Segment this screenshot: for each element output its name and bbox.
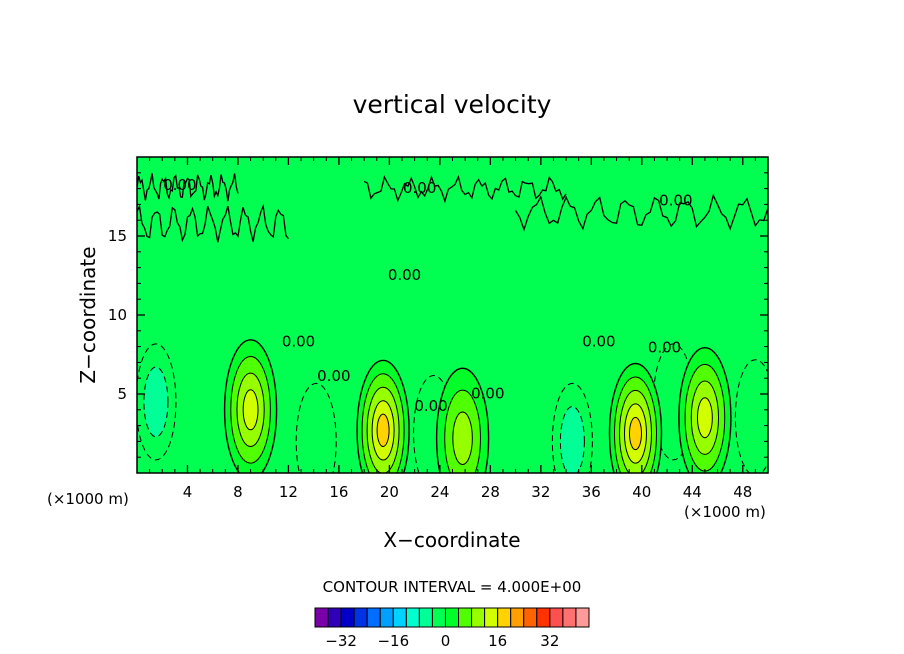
colorbar: −32 −16 0 16 32 <box>314 607 590 650</box>
colorbar-swatch <box>444 607 460 628</box>
plot-area: 0.00 0.000.000.000.000.000.000.000.00 0.00 <box>137 157 768 473</box>
contour-label: 0.00 <box>414 397 447 415</box>
downdraft-cell <box>551 382 593 473</box>
colorbar-swatch <box>327 607 342 628</box>
colorbar-swatch <box>497 607 512 628</box>
x-right-unit-label: (×1000 m) <box>684 503 766 521</box>
colorbar-swatch <box>431 607 446 628</box>
x-tick-label: 20 <box>380 483 399 501</box>
contour-label: 0.00 <box>388 266 421 284</box>
contour-label: 0.00 <box>317 367 350 385</box>
x-tick-label: 8 <box>233 483 243 501</box>
y-axis: 5 10 15 <box>108 172 768 458</box>
chart-title: vertical velocity <box>353 90 552 119</box>
contour-label: 0.00 <box>163 176 196 194</box>
colorbar-swatch <box>510 607 525 628</box>
colorbar-swatch <box>549 607 564 628</box>
updraft-cell <box>608 362 663 473</box>
contour-interval-label: CONTOUR INTERVAL = 4.000E+00 <box>323 578 582 596</box>
zero-contour <box>137 173 239 202</box>
x-tick-label: 48 <box>733 483 752 501</box>
downdraft-cell <box>734 359 768 473</box>
colorbar-swatch <box>366 607 381 628</box>
x-tick-label: 36 <box>582 483 601 501</box>
y-tick-label: 10 <box>108 306 127 324</box>
updraft-cell <box>356 359 410 473</box>
updraft-cell <box>678 347 732 473</box>
colorbar-swatch <box>484 607 499 628</box>
colorbar-swatch <box>458 607 473 628</box>
contour-label: 0.00 <box>659 192 692 210</box>
x-tick-label: 44 <box>683 483 702 501</box>
colorbar-swatch <box>340 607 355 628</box>
contour-label: 0.00 <box>403 179 436 197</box>
colorbar-swatch <box>405 607 420 628</box>
colorbar-tick-label: 32 <box>540 632 559 650</box>
colorbar-swatch <box>575 607 590 628</box>
x-axis-label: X−coordinate <box>383 528 520 552</box>
colorbar-tick-label: 0 <box>441 632 451 650</box>
updraft-cell <box>435 367 490 473</box>
contour-label: 0.00 <box>282 332 315 350</box>
colorbar-swatch <box>353 607 368 628</box>
y-tick-label: 15 <box>108 227 127 245</box>
contour-label: 0.00 <box>471 385 504 403</box>
colorbar-tick-label: −16 <box>377 632 409 650</box>
x-axis: 4 8 12 16 20 24 28 32 36 40 44 48 <box>149 157 756 501</box>
colorbar-swatch <box>392 607 407 628</box>
downdraft-cell <box>295 382 337 473</box>
contour-label: 0.00 <box>582 332 615 350</box>
zero-contour <box>363 174 567 204</box>
zero-contour <box>137 203 289 243</box>
colorbar-swatch <box>314 607 329 628</box>
zero-contour <box>515 193 768 232</box>
x-tick-label: 24 <box>430 483 449 501</box>
x-left-unit-label: (×1000 m) <box>47 490 129 508</box>
colorbar-swatch <box>562 607 577 628</box>
colorbar-swatch <box>471 607 486 628</box>
colorbar-swatch <box>418 607 433 628</box>
colorbar-tick-label: 16 <box>488 632 507 650</box>
x-tick-label: 4 <box>183 483 193 501</box>
contour-label: 0.00 <box>648 339 681 357</box>
x-tick-label: 28 <box>481 483 500 501</box>
colorbar-swatch <box>523 607 538 628</box>
y-tick-label: 5 <box>117 385 127 403</box>
updraft-cell <box>223 339 278 473</box>
colorbar-tick-label: −32 <box>325 632 357 650</box>
x-tick-label: 16 <box>329 483 348 501</box>
x-tick-label: 32 <box>531 483 550 501</box>
x-tick-label: 12 <box>279 483 298 501</box>
y-axis-label: Z−coordinate <box>76 246 100 383</box>
colorbar-swatch <box>536 607 551 628</box>
downdraft-cell <box>137 343 177 461</box>
colorbar-swatch <box>379 607 394 628</box>
x-tick-label: 40 <box>632 483 651 501</box>
